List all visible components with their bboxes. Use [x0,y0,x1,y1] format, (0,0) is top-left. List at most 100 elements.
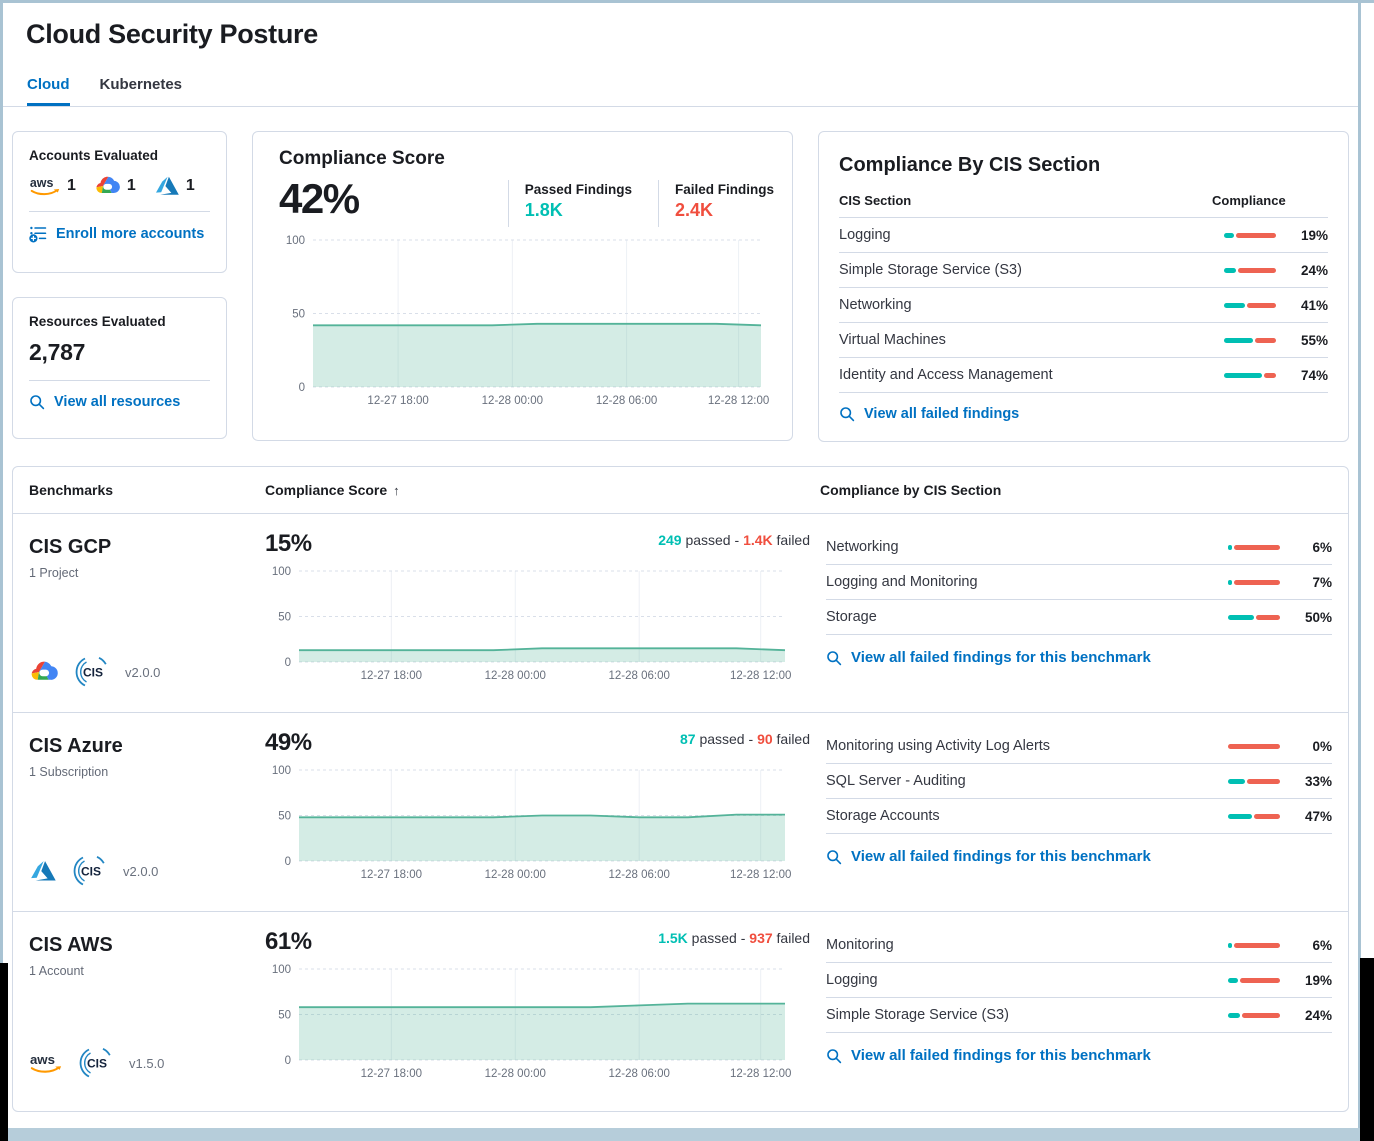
svg-text:50: 50 [278,1010,291,1022]
compliance-bar [1224,337,1276,343]
divider [29,380,210,381]
azure-logo-icon [29,859,57,883]
window-frame-top [0,0,1374,3]
aws-account-count: 1 [29,175,76,197]
benchmark-score: 15% [265,530,312,557]
svg-text:0: 0 [285,856,291,868]
benchmarks-table-header: Benchmarks Compliance Score ↑ Compliance … [13,467,1348,514]
cis-badge-icon [78,1045,114,1081]
failed-findings-value: 2.4K [675,200,714,220]
sort-ascending-icon: ↑ [393,483,400,498]
compliance-bar [1228,544,1280,550]
svg-text:12-28 12:00: 12-28 12:00 [730,869,791,881]
svg-text:12-28 00:00: 12-28 00:00 [485,869,546,881]
svg-text:12-27 18:00: 12-27 18:00 [361,1068,422,1080]
table-row: Virtual Machines 55% [839,323,1328,358]
col-header-compliance-score[interactable]: Compliance Score ↑ [265,482,400,498]
col-header-compliance: Compliance [1212,193,1286,208]
view-failed-findings-benchmark-link[interactable]: View all failed findings for this benchm… [826,848,1332,865]
svg-text:100: 100 [272,765,291,777]
benchmark-score: 61% [265,928,312,955]
accounts-card-title: Accounts Evaluated [29,148,159,163]
tab-kubernetes[interactable]: Kubernetes [99,76,183,93]
svg-text:12-28 12:00: 12-28 12:00 [730,1068,791,1080]
tab-cloud[interactable]: Cloud [27,76,70,106]
window-frame-bottom [0,1128,1374,1141]
search-icon [826,849,842,865]
benchmark-scope: 1 Project [29,566,79,580]
passed-failed-summary: 87 passed - 90 failed [679,731,810,747]
compliance-score-value: 42% [279,175,360,222]
benchmark-row-cis-gcp: CIS GCP 1 Project v2.0.0 15% 249 passed … [13,514,1348,713]
azure-account-count: 1 [154,175,195,197]
col-header-compliance-by-cis-section: Compliance by CIS Section [820,482,1002,498]
resources-count: 2,787 [29,339,86,365]
svg-text:100: 100 [272,964,291,976]
table-row: SQL Server - Auditing 33% [826,764,1332,799]
view-all-failed-findings-link[interactable]: View all failed findings [839,406,1019,422]
table-row: Logging and Monitoring 7% [826,565,1332,600]
view-all-resources-link[interactable]: View all resources [29,394,180,410]
table-row: Identity and Access Management 74% [839,358,1328,393]
benchmark-score: 49% [265,729,312,756]
benchmark-name: CIS GCP [29,536,112,558]
compliance-score-title: Compliance Score [279,148,445,169]
table-row: Simple Storage Service (S3) 24% [826,998,1332,1033]
page-content: Cloud Security Posture Cloud Kubernetes … [3,3,1358,1112]
svg-text:12-28 00:00: 12-28 00:00 [485,670,546,682]
svg-text:12-28 06:00: 12-28 06:00 [609,869,670,881]
benchmark-trend-chart: 12-27 18:00 12-28 00:00 12-28 06:00 12-28 1… [272,765,792,881]
resources-card-title: Resources Evaluated [29,314,166,329]
passed-failed-summary: 249 passed - 1.4K failed [658,532,810,548]
search-icon [839,406,855,422]
benchmarks-table-card: Benchmarks Compliance Score ↑ Compliance … [12,466,1349,1112]
cis-section-table: CIS Section Compliance Logging 19% Simpl… [839,193,1328,393]
gcp-logo-icon [94,175,121,197]
svg-text:0: 0 [285,657,291,669]
compliance-bar [1228,977,1280,983]
view-failed-findings-benchmark-link[interactable]: View all failed findings for this benchm… [826,1047,1332,1064]
cis-badge-icon [74,654,110,690]
aws-logo-icon [29,1051,63,1075]
benchmark-trend-chart: 12-27 18:00 12-28 00:00 12-28 06:00 12-28 1… [272,964,792,1080]
compliance-score-card: Compliance Score 42% Passed Findings 1.8… [252,131,793,441]
cis-card-title: Compliance By CIS Section [839,154,1101,176]
enroll-more-accounts-link[interactable]: Enroll more accounts [29,225,204,243]
table-row: Monitoring 6% [826,928,1332,963]
svg-text:12-28 06:00: 12-28 06:00 [596,395,657,407]
compliance-bar [1228,579,1280,585]
window-frame-right [1358,0,1361,1141]
enroll-icon [29,225,47,243]
table-row: Logging 19% [839,218,1328,253]
cis-badge-icon [72,853,108,889]
svg-text:0: 0 [285,1055,291,1067]
benchmark-version: v2.0.0 [123,863,159,879]
benchmark-version: v2.0.0 [125,664,161,680]
svg-text:12-28 00:00: 12-28 00:00 [482,395,543,407]
table-row: Logging 19% [826,963,1332,998]
svg-text:50: 50 [278,811,291,823]
window-gutter-right [1361,3,1374,1141]
gcp-logo-icon [29,660,59,684]
page-title: Cloud Security Posture [26,19,318,49]
compliance-bar [1224,232,1276,238]
svg-text:12-27 18:00: 12-27 18:00 [361,670,422,682]
svg-text:100: 100 [286,235,305,247]
table-row: Storage Accounts 47% [826,799,1332,834]
benchmark-name: CIS AWS [29,934,113,956]
svg-text:0: 0 [299,382,305,394]
table-row: Simple Storage Service (S3) 24% [839,253,1328,288]
passed-findings-value: 1.8K [524,200,563,220]
svg-text:12-28 00:00: 12-28 00:00 [485,1068,546,1080]
summary-section: Accounts Evaluated 1 1 1 [12,131,1349,442]
table-row: Networking 6% [826,530,1332,565]
benchmark-trend-chart: 12-27 18:00 12-28 00:00 12-28 06:00 12-28 1… [272,566,792,682]
compliance-bar [1228,743,1280,749]
col-header-cis-section: CIS Section [839,193,912,208]
view-failed-findings-benchmark-link[interactable]: View all failed findings for this benchm… [826,649,1332,666]
svg-text:50: 50 [292,309,305,321]
compliance-bar [1228,813,1280,819]
search-icon [826,650,842,666]
table-row: Networking 41% [839,288,1328,323]
accounts-evaluated-card: Accounts Evaluated 1 1 1 [12,131,227,273]
